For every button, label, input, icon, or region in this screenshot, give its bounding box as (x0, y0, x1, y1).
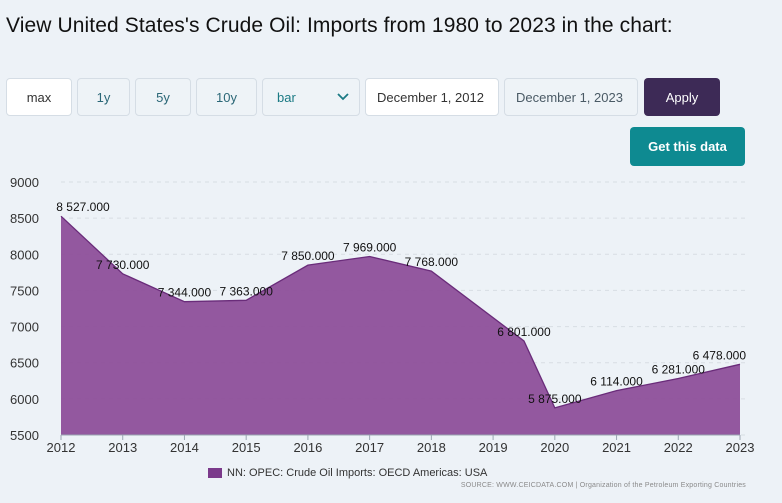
end-date-input[interactable]: December 1, 2023 (504, 78, 638, 116)
y-tick-label: 8000 (10, 247, 39, 262)
y-tick-label: 6000 (10, 392, 39, 407)
range-button-max[interactable]: max (6, 78, 72, 116)
range-button-1y[interactable]: 1y (77, 78, 130, 116)
start-date-input[interactable]: December 1, 2012 (365, 78, 499, 116)
x-tick-label: 2019 (479, 440, 508, 455)
y-tick-label: 7500 (10, 283, 39, 298)
legend-swatch (208, 468, 222, 478)
range-button-5y[interactable]: 5y (135, 78, 191, 116)
data-label: 6 281.000 (652, 363, 706, 377)
y-tick-label: 7000 (10, 320, 39, 335)
data-label: 7 363.000 (219, 284, 273, 298)
data-label: 7 730.000 (96, 258, 150, 272)
data-label: 6 478.000 (693, 348, 747, 362)
data-label: 7 344.000 (158, 286, 212, 300)
x-tick-label: 2022 (664, 440, 693, 455)
x-tick-label: 2012 (47, 440, 76, 455)
data-label: 7 768.000 (405, 255, 459, 269)
x-tick-label: 2015 (232, 440, 261, 455)
chevron-down-icon (337, 93, 349, 101)
get-data-button[interactable]: Get this data (630, 127, 745, 166)
chart-type-select[interactable]: bar (262, 78, 360, 116)
y-tick-label: 8500 (10, 211, 39, 226)
x-tick-label: 2013 (108, 440, 137, 455)
chart-legend: NN: OPEC: Crude Oil Imports: OECD Americ… (208, 467, 487, 479)
x-tick-label: 2021 (602, 440, 631, 455)
data-label: 7 850.000 (281, 249, 335, 263)
data-label: 8 527.000 (56, 200, 110, 214)
x-tick-label: 2018 (417, 440, 446, 455)
data-label: 7 969.000 (343, 241, 397, 255)
x-tick-label: 2017 (355, 440, 384, 455)
data-label: 6 114.000 (590, 375, 643, 389)
data-label: 5 875.000 (528, 392, 582, 406)
x-tick-label: 2014 (170, 440, 199, 455)
data-label: 6 801.000 (497, 325, 551, 339)
chart-type-value: bar (277, 89, 296, 105)
y-tick-label: 5500 (10, 428, 39, 443)
page-title: View United States's Crude Oil: Imports … (6, 14, 673, 37)
range-button-10y[interactable]: 10y (196, 78, 257, 116)
x-tick-label: 2023 (726, 440, 755, 455)
x-tick-label: 2020 (540, 440, 569, 455)
apply-button[interactable]: Apply (644, 78, 720, 116)
series-area (61, 216, 740, 435)
source-note: SOURCE: WWW.CEICDATA.COM | Organization … (460, 482, 746, 489)
x-tick-label: 2016 (293, 440, 322, 455)
series-line (60, 215, 741, 409)
y-tick-label: 9000 (10, 175, 39, 190)
y-tick-label: 6500 (10, 356, 39, 371)
legend-label: NN: OPEC: Crude Oil Imports: OECD Americ… (227, 467, 488, 479)
